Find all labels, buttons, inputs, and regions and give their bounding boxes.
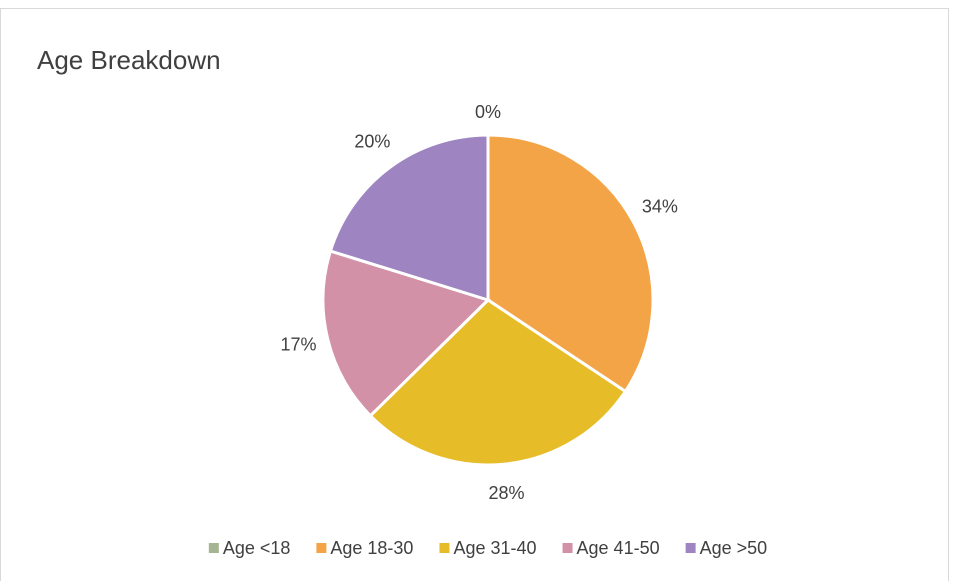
data-label: 28%: [489, 483, 525, 503]
data-label: 17%: [280, 335, 316, 355]
legend-label: Age >50: [700, 538, 768, 558]
legend-label: Age <18: [223, 538, 291, 558]
pie-slice: [321, 249, 491, 418]
pie-slice: [328, 133, 490, 303]
legend-swatch: [439, 543, 450, 553]
pie-slice: [368, 298, 628, 467]
legend-swatch: [208, 543, 219, 553]
legend-label: Age 41-50: [577, 538, 660, 558]
legend-label: Age 18-30: [330, 538, 413, 558]
data-label: 0%: [475, 102, 501, 122]
legend-swatch: [685, 543, 696, 553]
legend-swatch: [316, 543, 327, 553]
chart-title: Age Breakdown: [37, 45, 221, 75]
data-label: 34%: [642, 197, 678, 217]
data-label: 20%: [354, 132, 390, 152]
legend-label: Age 31-40: [453, 538, 536, 558]
legend-swatch: [562, 543, 573, 553]
